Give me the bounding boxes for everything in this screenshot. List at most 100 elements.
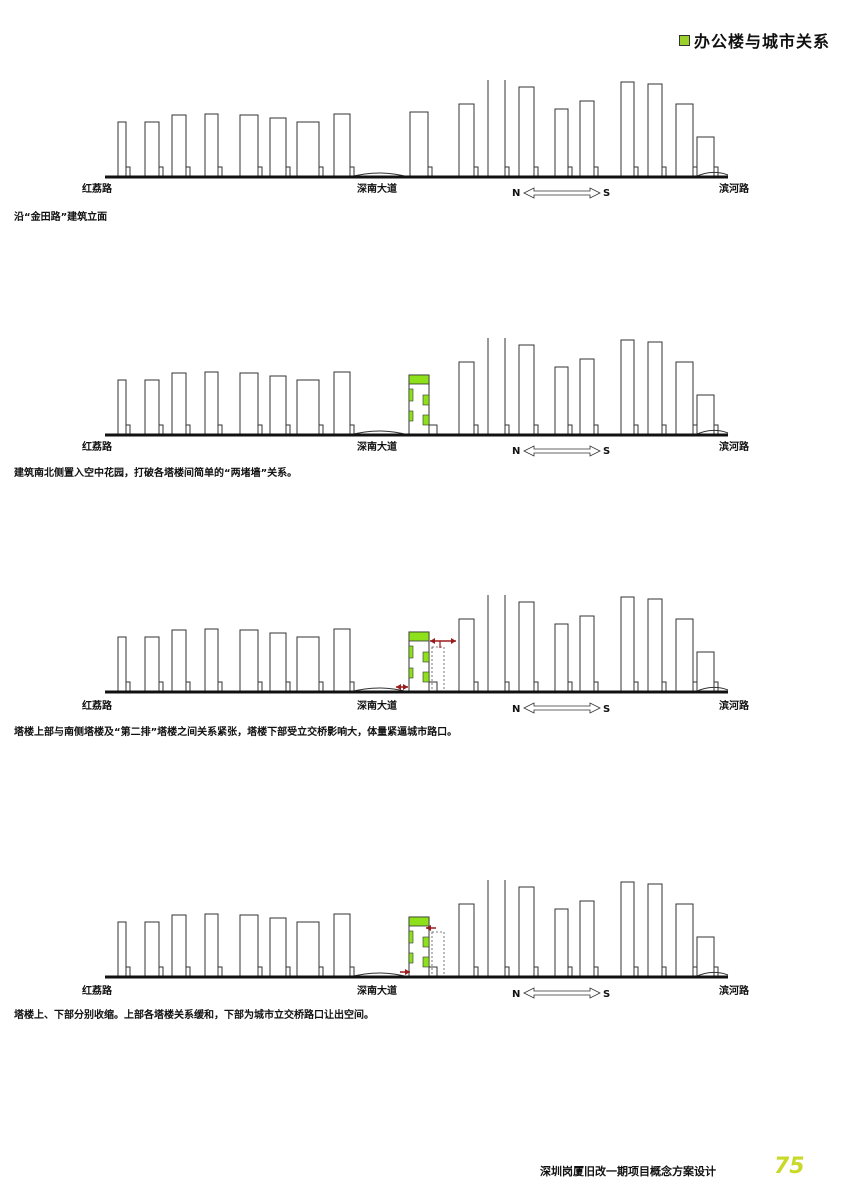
- building-outline: [239, 914, 259, 978]
- building-podium: [258, 166, 263, 177]
- elevation-drawing-2: [105, 338, 729, 457]
- building-outline: [458, 903, 475, 978]
- elevation-panel-2: 红荔路 深南大道 滨河路 N S 建筑南北侧置入空中花园，打破各塔楼间简单的“两…: [0, 338, 848, 498]
- building-podium: [634, 166, 639, 177]
- building-podium: [350, 166, 355, 177]
- building-podium: [662, 166, 667, 177]
- tower-podium: [429, 681, 438, 692]
- road-label-right: 滨河路: [719, 986, 749, 997]
- building-outline: [647, 341, 663, 436]
- building-outline: [204, 371, 219, 436]
- building-outline: [144, 379, 160, 436]
- compass-south: S: [603, 704, 611, 715]
- building-podium: [714, 424, 719, 435]
- building-podium: [319, 424, 324, 435]
- building-outline: [333, 913, 351, 978]
- road-label-right: 滨河路: [719, 184, 749, 195]
- setback-arrowhead: [405, 969, 410, 975]
- building-outline: [296, 921, 320, 978]
- sky-garden-block: [408, 645, 414, 659]
- building-outline: [458, 361, 475, 436]
- elevation-panel-4: 红荔路 深南大道 滨河路 N S 塔楼上、下部分别收缩。上部各塔楼关系缓和，下部…: [0, 880, 848, 1040]
- sky-garden-block: [422, 671, 430, 683]
- panel-caption: 塔楼上、下部分别收缩。上部各塔楼关系缓和，下部为城市立交桥路口让出空间。: [14, 1010, 374, 1021]
- building-podium: [714, 966, 719, 977]
- building-outline: [117, 379, 127, 436]
- building-podium: [218, 166, 223, 177]
- elevation-panel-1: 红荔路 深南大道 滨河路 N S 沿“金田路”建筑立面: [0, 80, 848, 240]
- road-label-middle: 深南大道: [357, 986, 397, 997]
- building-podium: [662, 966, 667, 977]
- building-podium: [218, 681, 223, 692]
- building-podium: [634, 424, 639, 435]
- building-outline: [144, 921, 160, 978]
- building-podium: [126, 966, 131, 977]
- road-label-left: 红荔路: [82, 442, 112, 453]
- compass-south: S: [603, 188, 611, 199]
- building-outline: [518, 344, 535, 436]
- building-outline: [239, 372, 259, 436]
- sky-garden-block: [422, 414, 430, 426]
- building-podium: [534, 681, 539, 692]
- building-podium: [534, 166, 539, 177]
- building-podium: [159, 966, 164, 977]
- building-outline: [620, 81, 635, 178]
- tower-podium: [429, 966, 438, 977]
- building-podium: [258, 966, 263, 977]
- building-podium: [126, 681, 131, 692]
- building-podium: [286, 166, 291, 177]
- building-outline: [487, 338, 506, 436]
- building-podium: [662, 681, 667, 692]
- building-outline: [579, 900, 595, 978]
- building-outline: [647, 598, 663, 693]
- building-podium: [159, 424, 164, 435]
- building-podium: [319, 966, 324, 977]
- building-outline: [620, 339, 635, 436]
- retreat-arrowhead: [426, 925, 431, 931]
- building-outline: [675, 903, 694, 978]
- road-label-left: 红荔路: [82, 986, 112, 997]
- building-outline: [333, 628, 351, 693]
- adjacent-tower-dashed: [431, 646, 445, 693]
- building-outline: [296, 121, 320, 178]
- north-south-arrow-icon: [523, 445, 601, 457]
- elevation-drawing-4: [105, 880, 729, 999]
- building-podium: [186, 681, 191, 692]
- building-outline: [487, 80, 506, 178]
- road-label-middle: 深南大道: [357, 442, 397, 453]
- sky-garden-top: [408, 374, 430, 385]
- building-outline: [579, 358, 595, 436]
- building-outline: [144, 121, 160, 178]
- north-south-arrow-icon: [523, 187, 601, 199]
- building-outline: [204, 913, 219, 978]
- building-outline: [296, 379, 320, 436]
- building-outline: [647, 883, 663, 978]
- building-podium: [474, 681, 479, 692]
- building-podium: [159, 681, 164, 692]
- building-outline: [518, 886, 535, 978]
- building-outline: [696, 394, 715, 436]
- building-podium: [218, 966, 223, 977]
- building-outline: [675, 618, 694, 693]
- building-outline: [579, 615, 595, 693]
- building-podium: [350, 966, 355, 977]
- building-podium: [594, 166, 599, 177]
- building-outline: [296, 636, 320, 693]
- north-south-arrow-icon: [523, 987, 601, 999]
- green-square-icon: [678, 34, 690, 46]
- building-outline: [117, 636, 127, 693]
- sky-garden-top: [408, 631, 430, 642]
- building-outline: [696, 651, 715, 693]
- building-outline: [554, 366, 569, 436]
- building-outline: [554, 108, 569, 178]
- page-title: 办公楼与城市关系: [693, 32, 830, 51]
- panel-caption: 塔楼上部与南侧塔楼及“第二排”塔楼之间关系紧张，塔楼下部受立交桥影响大，体量紧逼…: [14, 727, 458, 738]
- building-podium: [126, 424, 131, 435]
- road-label-middle: 深南大道: [357, 184, 397, 195]
- sky-garden-top: [408, 916, 430, 927]
- building-podium: [126, 166, 131, 177]
- building-outline: [333, 371, 351, 436]
- north-south-arrow-icon: [523, 702, 601, 714]
- building-podium: [534, 424, 539, 435]
- building-podium: [474, 966, 479, 977]
